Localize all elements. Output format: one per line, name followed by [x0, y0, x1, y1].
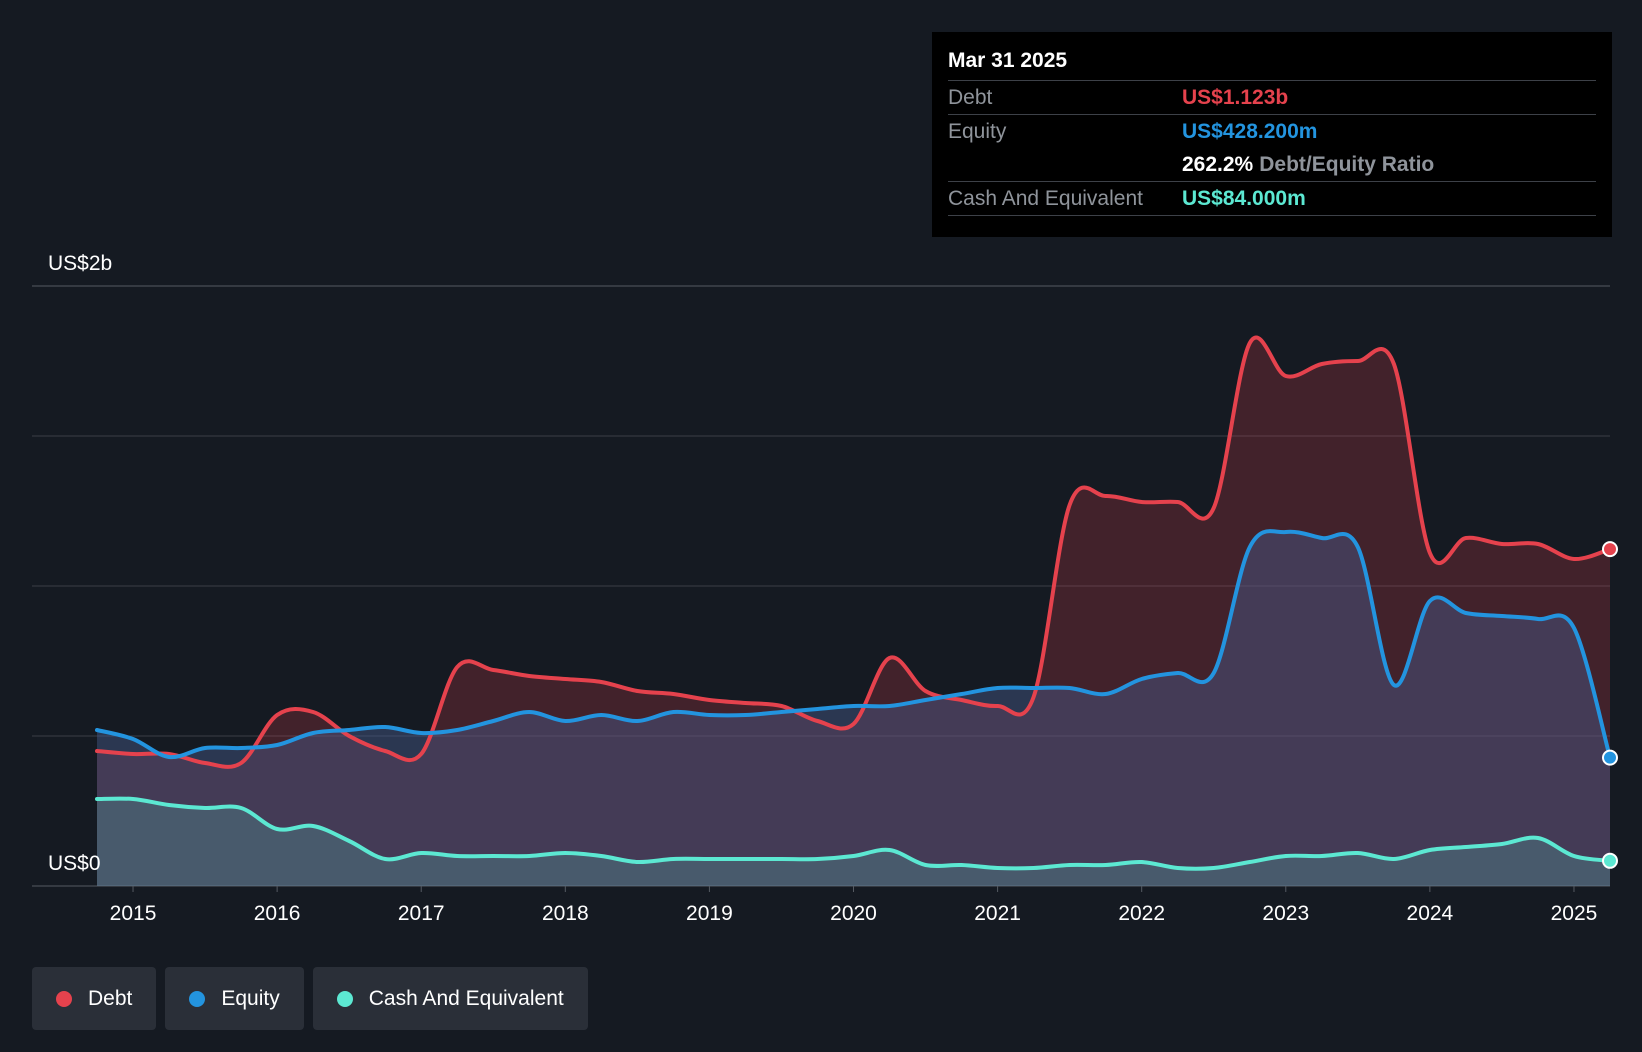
- y-axis-top-label: US$2b: [48, 252, 112, 275]
- x-tick-label: 2015: [110, 902, 157, 925]
- chart-legend: Debt Equity Cash And Equivalent: [32, 967, 588, 1030]
- tooltip-ratio-value: 262.2%: [1182, 152, 1254, 176]
- cash-dot-icon: [336, 990, 353, 1007]
- grid-lines: [32, 285, 1610, 887]
- tooltip-cash-row: Cash And Equivalent US$84.000m: [948, 181, 1596, 216]
- debt-area: [97, 337, 1610, 886]
- y-axis-bottom-label: US$0: [48, 852, 101, 875]
- x-tick-label: 2016: [254, 902, 301, 925]
- cash-line: [95, 796, 1612, 871]
- equity-line: [95, 529, 1612, 760]
- tooltip-debt-label: Debt: [948, 85, 993, 109]
- x-tick-label: 2023: [1262, 902, 1309, 925]
- debt-end-marker: [1602, 541, 1618, 558]
- tooltip-cash-label: Cash And Equivalent: [948, 186, 1143, 210]
- cash-area: [97, 798, 1610, 886]
- legend-item-debt[interactable]: Debt: [32, 967, 157, 1030]
- equity-dot-icon: [189, 990, 206, 1007]
- x-axis-ticks: 2015 2016 2017 2018 2019 2020 2021 2022 2023 2024…: [110, 886, 1598, 925]
- tooltip-equity-row: Equity US$428.200m: [948, 114, 1596, 148]
- tooltip-debt-value: US$1.123b: [1182, 85, 1289, 109]
- x-tick-label: 2017: [398, 902, 445, 925]
- series-layer: [95, 335, 1618, 886]
- x-tick-label: 2021: [974, 902, 1021, 925]
- debt-line: [95, 335, 1612, 769]
- cash-end-marker: [1602, 852, 1618, 869]
- legend-item-cash[interactable]: Cash And Equivalent: [312, 967, 588, 1030]
- tooltip-equity-value: US$428.200m: [1182, 119, 1318, 143]
- legend-equity-label: Equity: [221, 986, 280, 1010]
- legend-item-equity[interactable]: Equity: [165, 967, 304, 1030]
- tooltip-ratio-label: Debt/Equity Ratio: [1259, 152, 1435, 176]
- tooltip-date: Mar 31 2025: [948, 49, 1068, 72]
- x-tick-label: 2019: [686, 902, 733, 925]
- legend-debt-label: Debt: [88, 986, 133, 1010]
- equity-area: [97, 531, 1610, 886]
- equity-end-marker: [1602, 749, 1618, 766]
- tooltip-debt-row: Debt US$1.123b: [948, 80, 1596, 114]
- x-tick-label: 2022: [1118, 902, 1165, 925]
- x-tick-label: 2025: [1551, 902, 1598, 925]
- debt-dot-icon: [56, 990, 72, 1007]
- tooltip-panel: Mar 31 2025 Debt US$1.123b Equity US$428…: [932, 32, 1612, 237]
- x-tick-label: 2024: [1407, 902, 1454, 925]
- tooltip-cash-value: US$84.000m: [1182, 186, 1306, 210]
- tooltip-ratio-row: 262.2% Debt/Equity Ratio: [948, 148, 1596, 181]
- x-tick-label: 2020: [830, 902, 877, 925]
- tooltip-equity-label: Equity: [948, 119, 1007, 143]
- legend-cash-label: Cash And Equivalent: [368, 986, 564, 1010]
- x-tick-label: 2018: [542, 902, 589, 925]
